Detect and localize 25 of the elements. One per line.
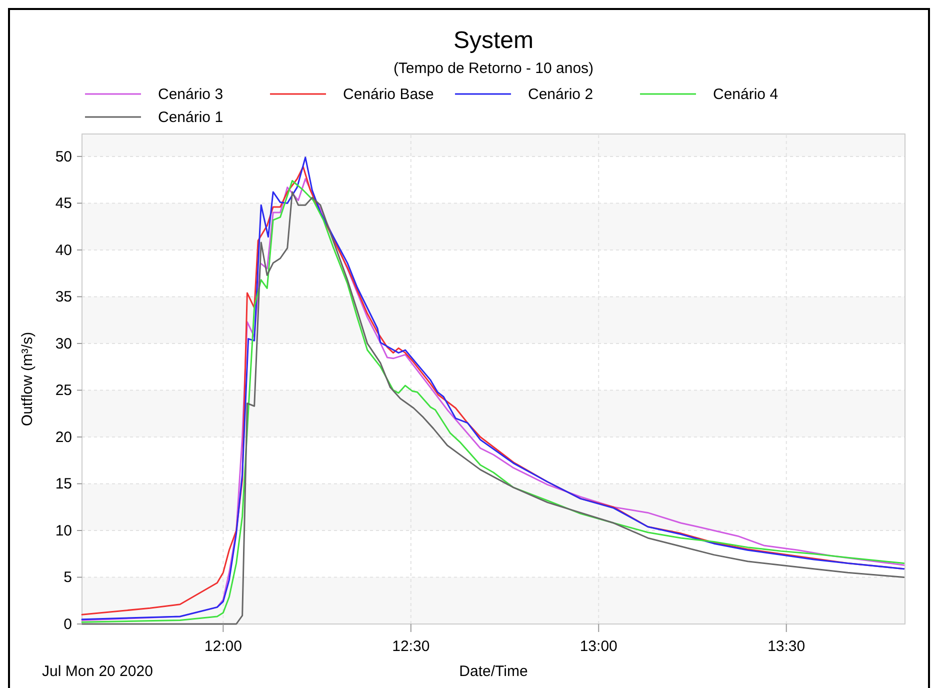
x-tick-label: 12:30 — [392, 638, 430, 655]
y-tick-label: 30 — [55, 335, 72, 352]
y-tick-label: 25 — [55, 382, 72, 400]
y-tick-label: 50 — [55, 148, 72, 166]
legend-label: Cenário Base — [343, 86, 434, 103]
x-tick-label: 13:30 — [768, 638, 806, 655]
x-tick-label: 13:00 — [580, 638, 618, 655]
y-tick-label: 45 — [55, 195, 72, 212]
text: Jul Mon 20 2020 — [42, 663, 153, 680]
chart-subtitle: (Tempo de Retorno - 10 anos) — [393, 60, 594, 77]
y-tick-label: 0 — [64, 616, 72, 633]
y-tick-label: 5 — [64, 569, 72, 586]
y-tick-label: 10 — [55, 522, 72, 540]
legend-label: Cenário 3 — [158, 86, 224, 103]
y-tick-label: 40 — [55, 242, 72, 259]
x-tick-label: 12:00 — [204, 638, 242, 655]
y-tick-label: 20 — [55, 428, 72, 446]
chart-title: System — [453, 27, 534, 54]
x-axis-title: Date/Time — [459, 663, 528, 680]
legend-label: Cenário 2 — [528, 86, 594, 103]
y-tick-label: 35 — [55, 288, 72, 306]
legend-label: Cenário 4 — [713, 86, 778, 103]
legend-label: Cenário 1 — [158, 109, 224, 126]
y-axis-title: Outflow (m³/s) — [19, 332, 36, 426]
y-tick-label: 15 — [55, 476, 72, 493]
